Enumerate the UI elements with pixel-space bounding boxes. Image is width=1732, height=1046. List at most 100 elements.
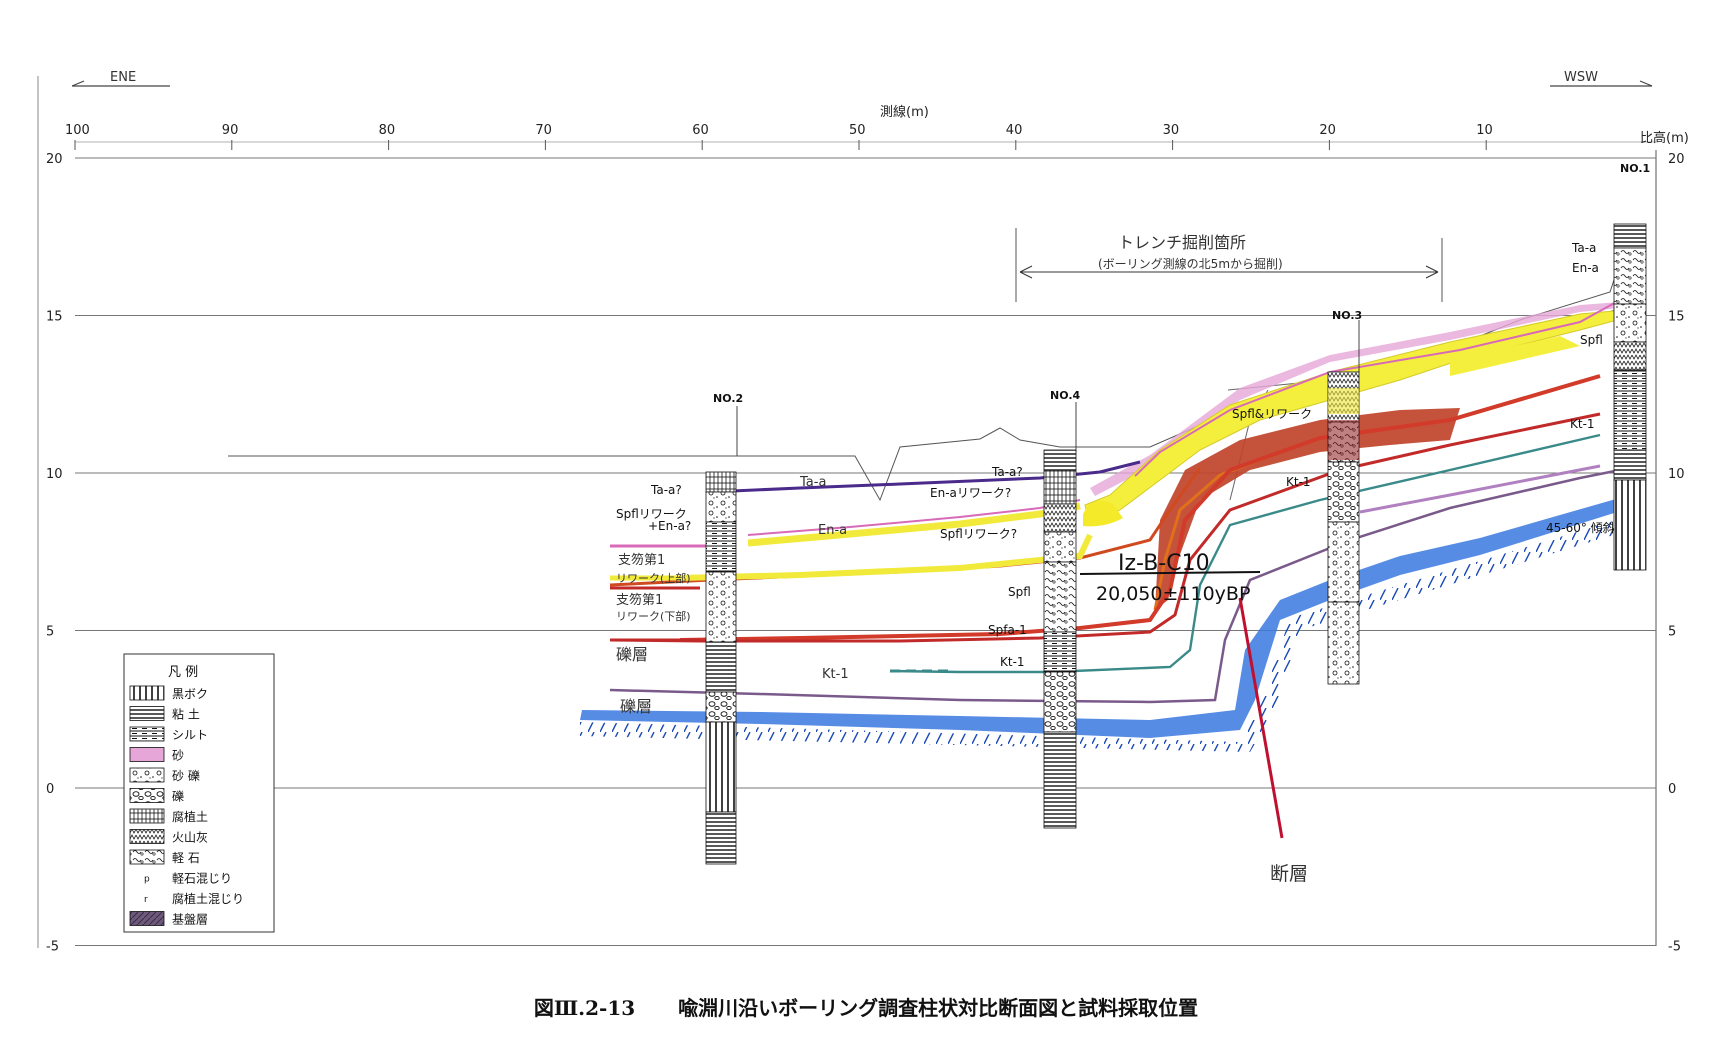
trench-extent: トレンチ掘削箇所 (ボーリング測線の北5mから掘削): [1015, 228, 1443, 302]
legend-item-label: 軽 石: [172, 851, 200, 865]
sf1-yellow-line: [679, 533, 1093, 581]
x-tick-label: 90: [222, 123, 239, 138]
no2-sf1-top-label: 支笏第1: [618, 552, 665, 568]
y-tick-right: 0: [1668, 782, 1676, 797]
legend-item-label: 腐植土: [172, 809, 208, 824]
direction-wsw: WSW: [1550, 70, 1653, 87]
legend-swatch: [129, 829, 165, 844]
spfa-line: [609, 412, 1601, 643]
y-tick-right: 10: [1668, 467, 1685, 482]
legend-swatch: [129, 849, 165, 865]
direction-ene: ENE: [71, 70, 170, 87]
borehole-no3: NO.3: [1327, 309, 1362, 685]
kt-1-line: [889, 433, 1601, 674]
x-tick-label: 100: [65, 123, 90, 138]
legend-item-label: 砂: [172, 749, 184, 763]
borehole-no4-label: NO.4: [1050, 389, 1080, 402]
no3-spfl-label: Spfl&リワーク: [1232, 407, 1312, 421]
legend-item-label: 腐植土混じり: [172, 891, 244, 906]
no1-en-a-label: En-a: [1572, 261, 1599, 275]
legend-title: 凡 例: [168, 665, 198, 680]
fault-line: [1238, 597, 1284, 839]
direction-right-label: WSW: [1564, 70, 1598, 85]
x-axis-ticks: 100 90 80 70 60 50 40 30 20 10: [65, 123, 1656, 150]
legend-swatch: [129, 788, 165, 803]
legend-symbol: r: [144, 895, 148, 905]
y-tick-left: 20: [46, 152, 63, 167]
no4-ta-a-label: Ta-a?: [991, 465, 1023, 479]
legend-swatch: [129, 726, 165, 742]
no4-spfa-label: Spfa-1: [988, 623, 1027, 637]
no2-sf1-bot-label-2: リワーク(下部): [616, 609, 691, 623]
y-tick-right: 20: [1668, 152, 1685, 167]
legend-item-label: 礫: [172, 789, 184, 804]
x-tick-label: 20: [1319, 123, 1336, 138]
x-tick-label: 50: [849, 123, 866, 138]
y-tick-left: 10: [46, 467, 63, 482]
x-axis-title: 測線(m): [880, 104, 929, 120]
spfl-red-layer: [1155, 408, 1460, 610]
borehole-no2-label: NO.2: [713, 392, 743, 405]
figure-caption: 図Ⅲ.2-13 喩淵川沿いボーリング調査柱状対比断面図と試料採取位置: [0, 992, 1732, 1021]
x-tick-label: 30: [1163, 123, 1180, 138]
y-tick-left: 0: [46, 782, 54, 797]
elevation-gridlines: 20 20 15 15 10 10 5 5 0 0 -5 -5: [46, 152, 1685, 955]
legend-item-label: 軽石混じり: [172, 872, 232, 886]
spfl-lower-line: [679, 374, 1601, 642]
legend-swatch: [129, 808, 165, 824]
borehole-no4: NO.4: [1043, 389, 1080, 829]
x-tick-label: 80: [379, 123, 396, 138]
ta-a-inline-label: Ta-a: [799, 475, 826, 490]
borehole-no1-label: NO.1: [1620, 162, 1650, 175]
y-tick-left: -5: [46, 940, 59, 955]
no4-kt-1-label: Kt-1: [1000, 655, 1025, 669]
legend-item-label: 粘 土: [172, 707, 200, 722]
borehole-no2: NO.2: [705, 392, 743, 865]
borehole-no1: NO.1: [1613, 162, 1650, 571]
figure-number: 図Ⅲ.2-13: [533, 996, 636, 1020]
sample-id: Iz-B-C10: [1118, 551, 1210, 576]
spfl-yellow-blob: [1083, 500, 1123, 527]
sample-line: [1079, 571, 1261, 575]
sample-age: 20,050±110yBP: [1096, 583, 1250, 605]
spfl-yellow-east: [1450, 336, 1580, 376]
gravel-label-1: 礫層: [616, 645, 648, 664]
legend-swatch: [129, 747, 165, 762]
kt-1-inline-label: Kt-1: [822, 667, 849, 682]
no4-spfl-label: Spfl: [1008, 585, 1031, 599]
fault-label: 断層: [1270, 863, 1308, 885]
legend-item-label: 火山灰: [172, 831, 208, 845]
figure-title: 喩淵川沿いボーリング調査柱状対比断面図と試料採取位置: [678, 996, 1199, 1020]
no2-spfl-label-2: +En-a?: [648, 519, 691, 533]
gravel-line-2: [1359, 464, 1601, 514]
no2-ta-a-label: Ta-a?: [650, 483, 682, 497]
no4-en-a-label: En-aリワーク?: [930, 486, 1011, 500]
x-tick-label: 40: [1006, 123, 1023, 138]
legend-item-label: シルト: [172, 728, 208, 742]
no2-sf1-top-label-2: リワーク(上部): [616, 571, 691, 585]
trench-note: (ボーリング測線の北5mから掘削): [1098, 256, 1283, 271]
legend-swatch: [129, 706, 165, 721]
gravel-label-2: 礫層: [620, 697, 652, 716]
no3-kt-1-label: Kt-1: [1286, 475, 1311, 489]
legend-swatch: [129, 685, 165, 701]
no1-kt-1-label: Kt-1: [1570, 417, 1595, 431]
x-tick-label: 70: [535, 123, 552, 138]
bedrock-hatch: [580, 516, 1630, 752]
ground-surface-line: [228, 267, 1629, 502]
y-tick-right: 15: [1668, 310, 1685, 325]
no4-spfl-rework-label: Spflリワーク?: [940, 527, 1017, 541]
y-tick-right: 5: [1668, 625, 1676, 640]
spfl-yellow-layer: [1084, 309, 1626, 526]
direction-left-label: ENE: [110, 70, 136, 85]
ta-a-line: [709, 460, 1141, 494]
no1-ta-a-label: Ta-a: [1571, 241, 1596, 255]
legend-swatch: [129, 911, 165, 926]
legend-symbol: p: [144, 875, 150, 885]
y-tick-left: 5: [46, 625, 54, 640]
en-a-inline-label: En-a: [818, 523, 847, 538]
y-axis-title: 比高(m): [1640, 130, 1689, 146]
